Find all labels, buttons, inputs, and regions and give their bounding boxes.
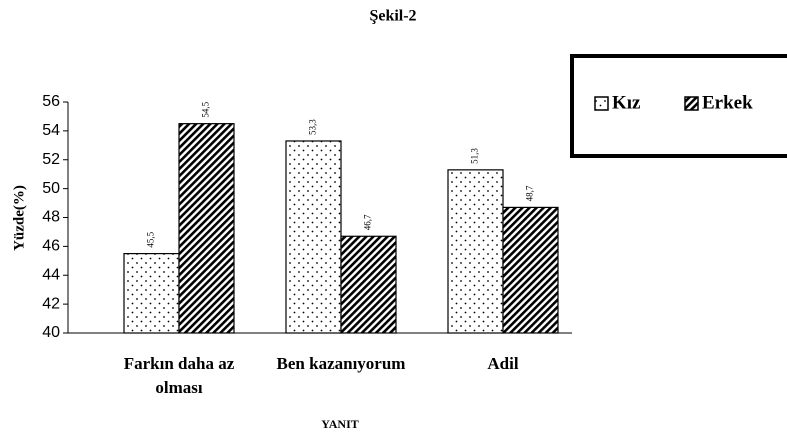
y-tick-label: 40 — [42, 324, 60, 341]
bar — [447, 169, 504, 334]
legend-label: Kız — [612, 92, 641, 113]
x-tick-label: Ben kazanıyorum — [276, 354, 406, 373]
x-axis-label: YANIT — [321, 417, 359, 431]
legend-label: Erkek — [702, 92, 753, 113]
bar — [285, 140, 342, 334]
y-tick-label: 56 — [42, 93, 60, 110]
value-label: 46,7 — [363, 214, 373, 230]
bar — [123, 252, 180, 334]
legend-swatch — [594, 96, 609, 111]
bar — [502, 206, 559, 334]
y-tick-label: 50 — [42, 180, 60, 197]
y-axis-label: Yüzde(%) — [11, 185, 27, 251]
value-label: 54,5 — [201, 101, 211, 117]
value-label: 53,3 — [308, 119, 318, 135]
bar — [178, 123, 235, 334]
x-tick-label: Adil — [487, 354, 519, 373]
y-tick-label: 54 — [42, 122, 60, 139]
chart-title: Şekil-2 — [369, 8, 416, 25]
legend-swatch — [684, 96, 699, 111]
x-tick-label: Farkın daha az olması — [123, 354, 235, 397]
value-label: 51,3 — [470, 148, 480, 164]
y-tick-label: 44 — [42, 266, 60, 283]
y-tick-label: 42 — [42, 295, 60, 312]
value-label: 45,5 — [146, 231, 156, 247]
y-tick-label: 46 — [42, 238, 60, 255]
bar — [340, 235, 397, 334]
y-tick-label: 52 — [42, 151, 60, 168]
y-tick-label: 48 — [42, 209, 60, 226]
value-label: 48,7 — [525, 185, 535, 201]
